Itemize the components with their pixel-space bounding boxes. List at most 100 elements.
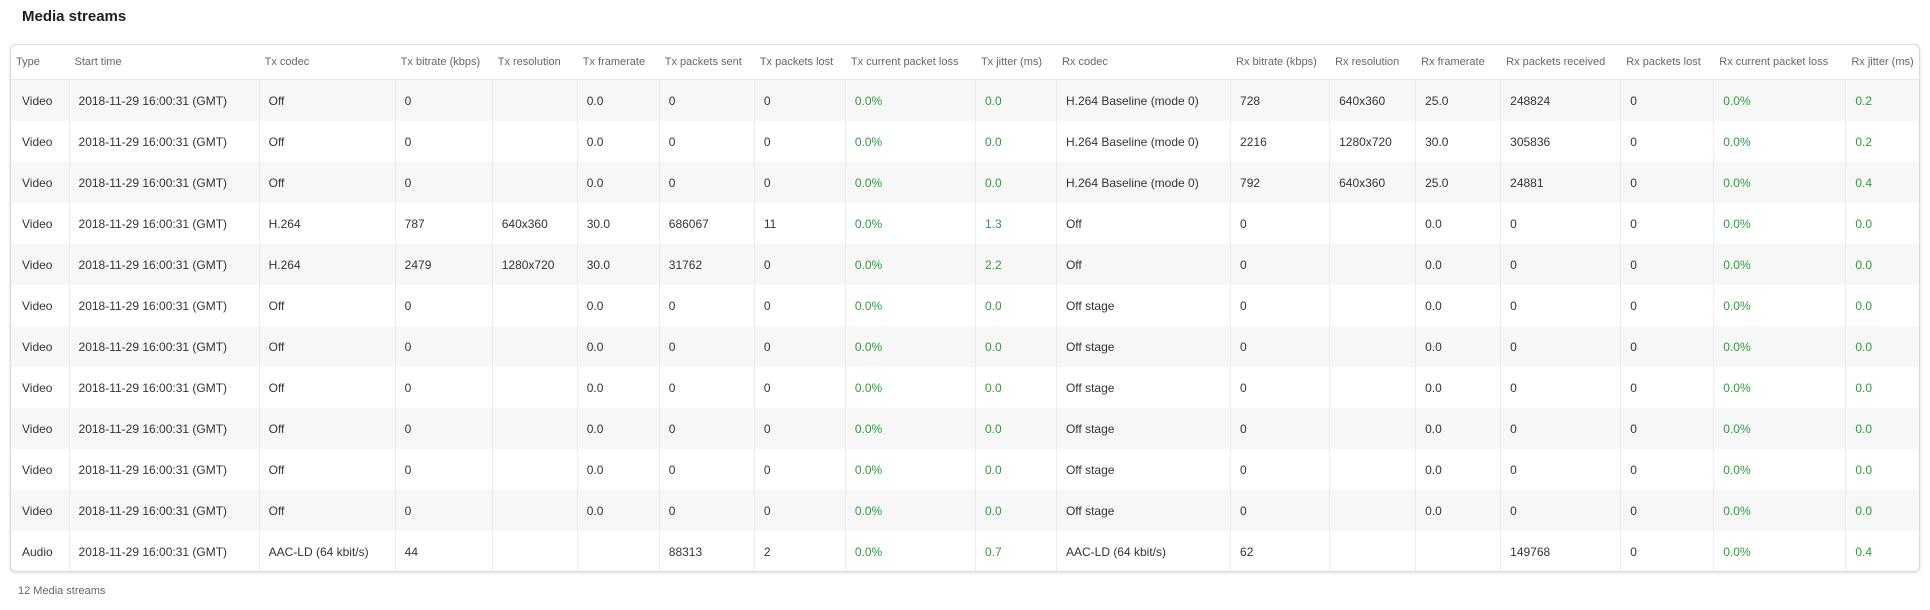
- table-cell: 24881: [1500, 162, 1621, 203]
- column-header[interactable]: Rx bitrate (kbps): [1230, 45, 1330, 80]
- table-cell: 0: [658, 121, 755, 162]
- table-cell: 31762: [658, 244, 755, 285]
- table-cell: AAC-LD (64 kbit/s): [258, 531, 396, 571]
- table-cell: 640x360: [491, 203, 578, 244]
- table-cell: H.264 Baseline (mode 0): [1055, 162, 1231, 203]
- table-cell: 2018-11-29 16:00:31 (GMT): [68, 121, 260, 162]
- table-cell: 88313: [658, 531, 755, 571]
- table-cell: 0: [1620, 326, 1714, 367]
- column-header[interactable]: Rx current packet loss: [1713, 45, 1846, 80]
- table-cell: Video: [11, 79, 70, 121]
- column-header[interactable]: Rx packets received: [1500, 45, 1621, 80]
- table-row: Video 2018-11-29 16:00:31 (GMT) Off 0 0.0 0 0 0…: [11, 326, 1919, 367]
- column-header[interactable]: Rx jitter (ms): [1845, 45, 1919, 80]
- media-streams-table-container[interactable]: Type Start time Tx codec Tx bitrate (kbps) T…: [10, 44, 1920, 572]
- table-cell: Off stage: [1055, 490, 1231, 531]
- column-header[interactable]: Tx codec: [258, 45, 396, 80]
- column-header[interactable]: Tx packets sent: [658, 45, 755, 80]
- column-header[interactable]: Tx resolution: [491, 45, 578, 80]
- table-cell: 0.0%: [844, 203, 976, 244]
- table-cell: 2018-11-29 16:00:31 (GMT): [68, 490, 260, 531]
- table-cell: 0.0%: [844, 121, 976, 162]
- table-cell: 0: [1500, 326, 1621, 367]
- column-header[interactable]: Type: [11, 45, 70, 80]
- table-cell: [1329, 326, 1416, 367]
- table-cell: 0: [753, 449, 846, 490]
- table-cell: 0.0: [576, 162, 660, 203]
- table-cell: 0.0: [974, 449, 1057, 490]
- table-cell: 0.0: [974, 326, 1057, 367]
- table-cell: 0.0: [576, 285, 660, 326]
- table-cell: 2216: [1230, 121, 1330, 162]
- table-cell: 728: [1230, 79, 1330, 121]
- table-cell: 0.0: [1415, 490, 1501, 531]
- table-cell: 0.0: [974, 79, 1057, 121]
- table-cell: H.264: [258, 244, 396, 285]
- table-cell: Video: [11, 408, 70, 449]
- table-cell: 0.0%: [844, 367, 976, 408]
- table-cell: 0.0: [1845, 203, 1919, 244]
- table-cell: 0: [394, 490, 493, 531]
- table-cell: 0.0: [1845, 367, 1919, 408]
- table-cell: 2.2: [974, 244, 1057, 285]
- table-cell: 0: [1620, 367, 1714, 408]
- column-header[interactable]: Tx jitter (ms): [974, 45, 1057, 80]
- table-row: Video 2018-11-29 16:00:31 (GMT) Off 0 0.0 0 0 0…: [11, 79, 1919, 121]
- table-cell: 0.0%: [1713, 162, 1846, 203]
- table-cell: 0.0%: [844, 408, 976, 449]
- table-cell: 25.0: [1415, 162, 1501, 203]
- table-cell: Off: [258, 326, 396, 367]
- table-cell: 0.0%: [1713, 531, 1846, 571]
- table-cell: 0: [1230, 285, 1330, 326]
- table-cell: 0.0%: [844, 244, 976, 285]
- column-header[interactable]: Rx framerate: [1415, 45, 1501, 80]
- table-cell: 25.0: [1415, 79, 1501, 121]
- table-cell: 0: [1230, 449, 1330, 490]
- table-cell: 0: [658, 162, 755, 203]
- column-header[interactable]: Rx packets lost: [1620, 45, 1714, 80]
- page-title: Media streams: [22, 8, 127, 25]
- table-cell: 0.0: [974, 490, 1057, 531]
- table-row: Video 2018-11-29 16:00:31 (GMT) H.264 2479 1…: [11, 244, 1919, 285]
- table-cell: [1329, 367, 1416, 408]
- table-cell: 0.0%: [844, 162, 976, 203]
- table-cell: 0.0: [974, 408, 1057, 449]
- table-row: Video 2018-11-29 16:00:31 (GMT) Off 0 0.0 0 0 0…: [11, 449, 1919, 490]
- table-cell: H.264: [258, 203, 396, 244]
- table-cell: 0: [658, 285, 755, 326]
- column-header[interactable]: Rx resolution: [1329, 45, 1416, 80]
- table-cell: 149768: [1500, 531, 1621, 571]
- column-header[interactable]: Tx framerate: [576, 45, 660, 80]
- table-cell: 0.0%: [1713, 79, 1846, 121]
- table-cell: Audio: [11, 531, 70, 571]
- table-cell: [1329, 285, 1416, 326]
- table-cell: 0.0%: [1713, 203, 1846, 244]
- table-cell: Off stage: [1055, 285, 1231, 326]
- table-cell: 1280x720: [491, 244, 578, 285]
- table-cell: 0: [394, 367, 493, 408]
- table-cell: [491, 449, 578, 490]
- table-cell: 0: [753, 408, 846, 449]
- table-cell: [1329, 531, 1416, 571]
- table-cell: 0.0: [576, 367, 660, 408]
- table-cell: 0: [1230, 244, 1330, 285]
- table-cell: Off: [258, 162, 396, 203]
- column-header[interactable]: Tx bitrate (kbps): [394, 45, 493, 80]
- table-cell: 0: [1620, 203, 1714, 244]
- table-cell: 0: [1500, 285, 1621, 326]
- table-cell: 0: [394, 162, 493, 203]
- column-header[interactable]: Tx current packet loss: [844, 45, 976, 80]
- table-cell: [491, 121, 578, 162]
- column-header[interactable]: Tx packets lost: [753, 45, 846, 80]
- table-cell: 0.0: [1415, 285, 1501, 326]
- table-cell: [1329, 490, 1416, 531]
- column-header[interactable]: Rx codec: [1055, 45, 1231, 80]
- table-cell: 0: [1620, 285, 1714, 326]
- table-cell: Off: [258, 367, 396, 408]
- table-cell: 0: [658, 449, 755, 490]
- table-cell: 2018-11-29 16:00:31 (GMT): [68, 244, 260, 285]
- table-cell: 2018-11-29 16:00:31 (GMT): [68, 79, 260, 121]
- table-cell: Off: [258, 490, 396, 531]
- column-header[interactable]: Start time: [68, 45, 260, 80]
- table-cell: 30.0: [1415, 121, 1501, 162]
